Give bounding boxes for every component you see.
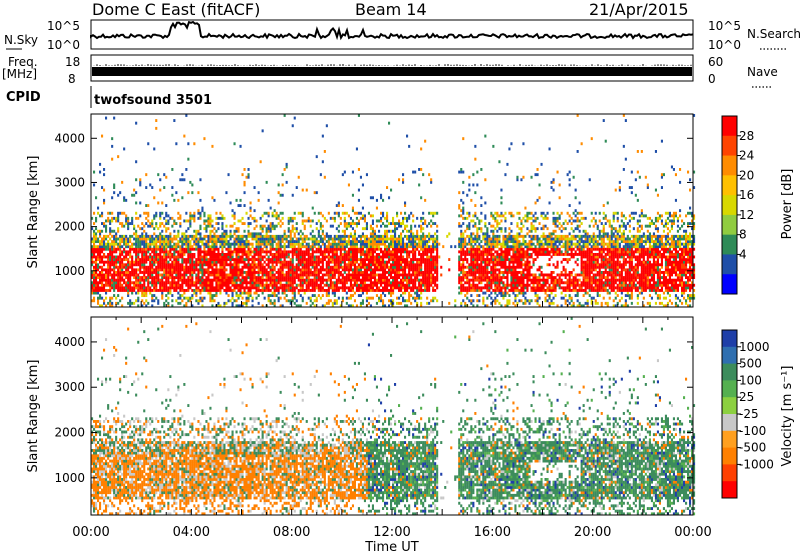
power-cbar-tick-4: 12 [739,208,754,222]
time-tick-4: 16:00 [474,525,511,540]
velocity-cbar-tick-0: 1000 [739,340,770,354]
power-panel: 1000 2000 3000 4000 Slant Range [km] [26,113,696,308]
cpid-value: twofsound 3501 [94,93,212,108]
freq-strip: Freq. [MHz] 18 8 60 0 Nave [2,54,778,88]
velocity-heatmap [91,317,696,516]
power-colorbar: 28 24 20 16 12 8 4 Power [dB] [721,115,795,295]
velocity-y-tick-3000: 3000 [54,380,85,394]
power-cbar-tick-1: 24 [739,149,754,163]
velocity-cbar-tick-6: -500 [739,441,766,455]
freq-tick-top: 18 [65,55,80,69]
power-cbar-tick-6: 4 [739,247,747,261]
velocity-cbar-label: Velocity [m s⁻¹] [780,366,795,467]
nsky-label: N.Sky [4,33,38,47]
power-cbar-tick-5: 8 [739,228,747,242]
nsearch-label: N.Search [747,27,800,41]
velocity-y-tick-2000: 2000 [54,426,85,440]
velocity-y-label: Slant Range [km] [26,360,41,473]
power-y-tick-1000: 1000 [54,264,85,278]
freq-label: Freq. [8,55,38,69]
velocity-cbar-tick-3: 25 [739,390,754,404]
nave-label: Nave [747,65,778,79]
time-axis-label: Time UT [364,540,418,554]
power-heatmap [91,114,696,308]
nsky-tick-bottom: 10^0 [47,38,80,52]
freq-tick-bottom: 8 [68,72,76,86]
velocity-cbar-tick-5: -100 [739,424,766,438]
cpid-row: CPID twofsound 3501 [6,86,212,108]
time-tick-1: 04:00 [173,525,210,540]
station-title: Dome C East (fitACF) [92,0,260,19]
power-y-label: Slant Range [km] [26,156,41,269]
time-tick-2: 08:00 [273,525,310,540]
velocity-y-tick-4000: 4000 [54,335,85,349]
velocity-cbar-tick-7: -1000 [739,457,774,471]
nsky-tick-top: 10^5 [47,19,80,33]
nave-tick-top: 60 [708,55,723,69]
velocity-y-tick-1000: 1000 [54,471,85,485]
nsearch-tick-bottom: 10^0 [708,38,741,52]
beam-title: Beam 14 [355,0,427,19]
power-y-axis: 1000 2000 3000 4000 [54,131,693,278]
velocity-cbar-tick-1: 500 [739,357,762,371]
power-cbar-tick-0: 28 [739,129,754,143]
date-title: 21/Apr/2015 [589,0,689,19]
time-tick-6: 00:00 [674,525,711,540]
time-tick-3: 12:00 [373,525,410,540]
power-y-tick-3000: 3000 [54,175,85,189]
power-y-tick-4000: 4000 [54,131,85,145]
power-cbar-label: Power [dB] [780,169,795,240]
nave-tick-bottom: 0 [708,72,716,86]
time-tick-5: 20:00 [574,525,611,540]
power-cbar-tick-2: 20 [739,168,754,182]
velocity-y-axis: 1000 2000 3000 4000 [54,335,693,485]
power-cbar-tick-3: 16 [739,188,754,202]
time-tick-0: 00:00 [72,525,109,540]
velocity-cbar-tick-2: 100 [739,373,762,387]
nsearch-tick-top: 10^5 [708,19,741,33]
freq-unit: [MHz] [2,67,37,81]
time-axis: 00:00 04:00 08:00 12:00 16:00 20:00 00:00 [72,317,712,540]
power-y-tick-2000: 2000 [54,220,85,234]
noise-strip: N.Sky 10^5 10^0 10^5 10^0 N.Search [4,19,800,52]
velocity-colorbar: 1000 500 100 25 -25 -100 -500 -1000 Velocity [m… [721,329,795,499]
cpid-label: CPID [6,90,41,105]
velocity-cbar-tick-4: -25 [739,407,759,421]
